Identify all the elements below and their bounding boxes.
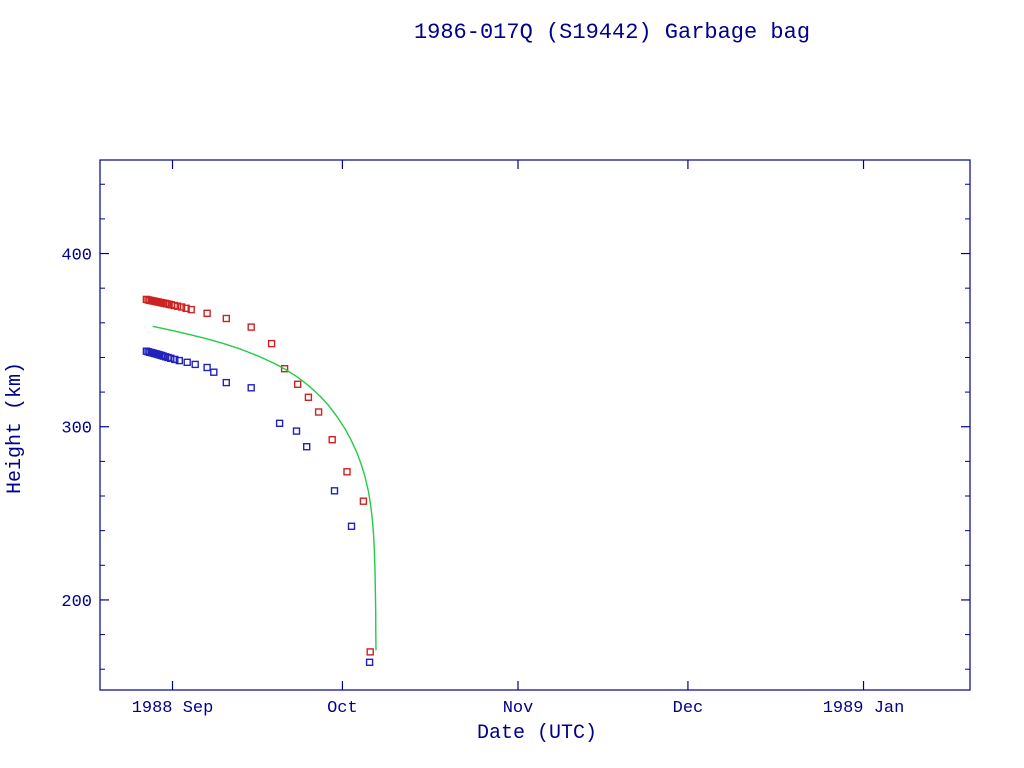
apogee-height-point [182, 304, 190, 312]
y-tick-label: 300 [61, 420, 92, 439]
x-tick-label: 1988 Sep [132, 699, 214, 718]
perigee-height-point [275, 419, 284, 427]
apogee-height-point [343, 468, 351, 476]
y-tick-label: 400 [61, 247, 92, 266]
apogee-height-point [247, 323, 255, 331]
perigee-height-point [191, 360, 199, 369]
apogee-height-point [222, 314, 231, 323]
apogee-height-point [366, 648, 374, 656]
decay-model-mean-height-line [152, 325, 377, 651]
perigee-height-point [347, 522, 356, 530]
apogee-height-point [280, 365, 289, 373]
apogee-height-point [328, 436, 336, 444]
x-tick-label: Dec [673, 699, 704, 718]
apogee-height-point [267, 339, 276, 348]
x-axis-label: Date (UTC) [477, 722, 597, 745]
apogee-height-point [173, 302, 182, 310]
perigee-height-point [183, 358, 191, 366]
perigee-height-point [175, 356, 184, 365]
x-tick-label: Oct [327, 699, 358, 718]
perigee-height-point [247, 384, 255, 392]
x-tick-label: Nov [503, 699, 534, 718]
perigee-height-point [330, 487, 339, 495]
apogee-height-point [177, 303, 186, 311]
perigee-height-point [292, 427, 301, 435]
apogee-height-point [314, 408, 323, 416]
perigee-height-point [210, 368, 218, 376]
perigee-height-point [303, 443, 311, 451]
plot-layer: 1988 Sep Oct Nov Dec 1989 Jan 200 300 400 [61, 159, 971, 718]
apogee-height-point [203, 309, 211, 317]
y-tick-label: 200 [61, 593, 92, 612]
perigee-height-point [222, 378, 231, 387]
apogee-height-point [359, 497, 368, 505]
chart-title: 1986-017Q (S19442) Garbage bag [414, 20, 810, 45]
perigee-height-point [171, 355, 179, 364]
perigee-height-point [365, 658, 374, 666]
x-tick-label: 1989 Jan [823, 699, 905, 718]
apogee-height-point [294, 380, 302, 388]
y-axis-label: Height (km) [4, 362, 27, 494]
perigee-height-point [203, 363, 211, 372]
perigee-height-point [167, 354, 175, 362]
apogee-height-point [187, 305, 195, 314]
plot-frame [99, 159, 971, 691]
apogee-height-point [304, 393, 313, 401]
